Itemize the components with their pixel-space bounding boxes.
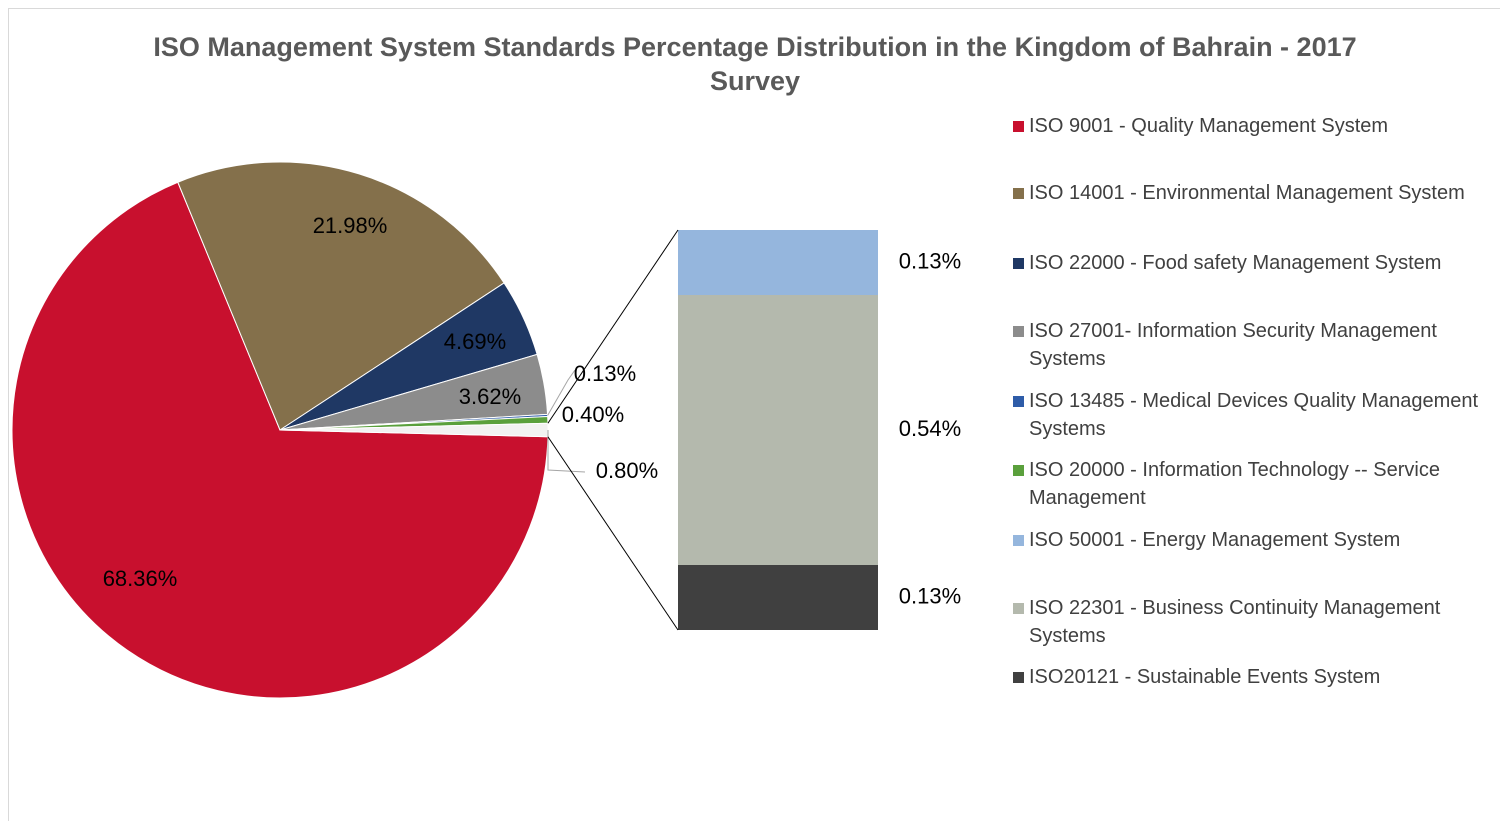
data-label: 0.80% (596, 458, 658, 483)
legend-label: ISO 9001 - Quality Management System (1029, 115, 1389, 137)
legend-label: ISO 22301 - Business Continuity Manageme… (1029, 597, 1441, 647)
chart-border (8, 8, 1500, 821)
leader-line (547, 430, 586, 473)
data-label: 0.13% (574, 361, 636, 386)
legend-label: ISO 14001 - Environmental Management Sys… (1029, 182, 1465, 204)
bar-segment (678, 230, 878, 295)
pie-slice (177, 161, 505, 431)
legend-swatch (1013, 188, 1024, 199)
legend-swatch (1013, 603, 1024, 614)
connector (547, 436, 679, 631)
legend-swatch (1013, 672, 1024, 683)
data-label: 0.13% (899, 248, 961, 273)
legend-swatch (1013, 258, 1024, 269)
connector (547, 229, 679, 424)
legend-label: ISO 50001 - Energy Management System (1029, 529, 1401, 551)
leader-line (547, 369, 576, 416)
legend-label: ISO 22000 - Food safety Management Syste… (1029, 252, 1442, 274)
bar-segment (678, 295, 878, 565)
data-label: 0.54% (899, 416, 961, 441)
legend-label: ISO20121 - Sustainable Events System (1029, 666, 1381, 688)
data-label: 3.62% (459, 384, 521, 409)
data-label: 68.36% (103, 566, 178, 591)
legend-label: ISO 13485 - Medical Devices Quality Mana… (1029, 390, 1479, 440)
data-label: 21.98% (313, 213, 388, 238)
legend-swatch (1013, 326, 1024, 337)
bar-segment (678, 565, 878, 630)
chart-title: ISO Management System Standards Percenta… (153, 32, 1357, 96)
data-label: 0.13% (899, 583, 961, 608)
legend-swatch (1013, 535, 1024, 546)
legend-swatch (1013, 465, 1024, 476)
data-label: 0.40% (562, 402, 624, 427)
legend-label: ISO 20000 - Information Technology -- Se… (1029, 459, 1440, 509)
legend-swatch (1013, 396, 1024, 407)
data-label: 4.69% (444, 329, 506, 354)
legend-label: ISO 27001- Information Security Manageme… (1029, 320, 1437, 370)
pie-slice (11, 181, 549, 699)
legend-swatch (1013, 121, 1024, 132)
